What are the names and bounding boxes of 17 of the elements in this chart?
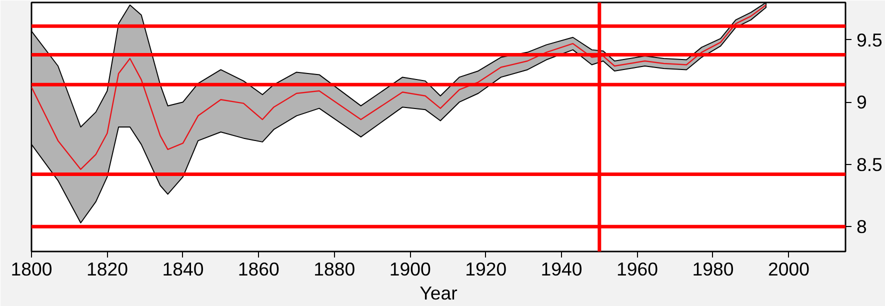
x-tick-label: 1800 [10,258,52,280]
x-tick-label: 1820 [86,258,128,280]
x-tick-label: 1880 [314,258,356,280]
x-tick-label: 1980 [692,258,734,280]
x-tick-label: 1940 [540,258,582,280]
x-tick-label: 1900 [389,258,431,280]
line-series [32,4,767,170]
x-tick-label: 1840 [162,258,204,280]
x-axis-title: Year [420,282,458,304]
x-tick-label: 1960 [616,258,658,280]
y-tick-label: 8.5 [856,154,882,175]
x-tick-label: 2000 [768,258,810,280]
x-tick-label: 1860 [238,258,280,280]
y-tick-label: 9 [856,92,867,113]
y-tick-label: 8 [856,216,867,238]
x-tick-label: 1920 [465,258,507,280]
y-tick-label: 9.5 [856,29,882,50]
